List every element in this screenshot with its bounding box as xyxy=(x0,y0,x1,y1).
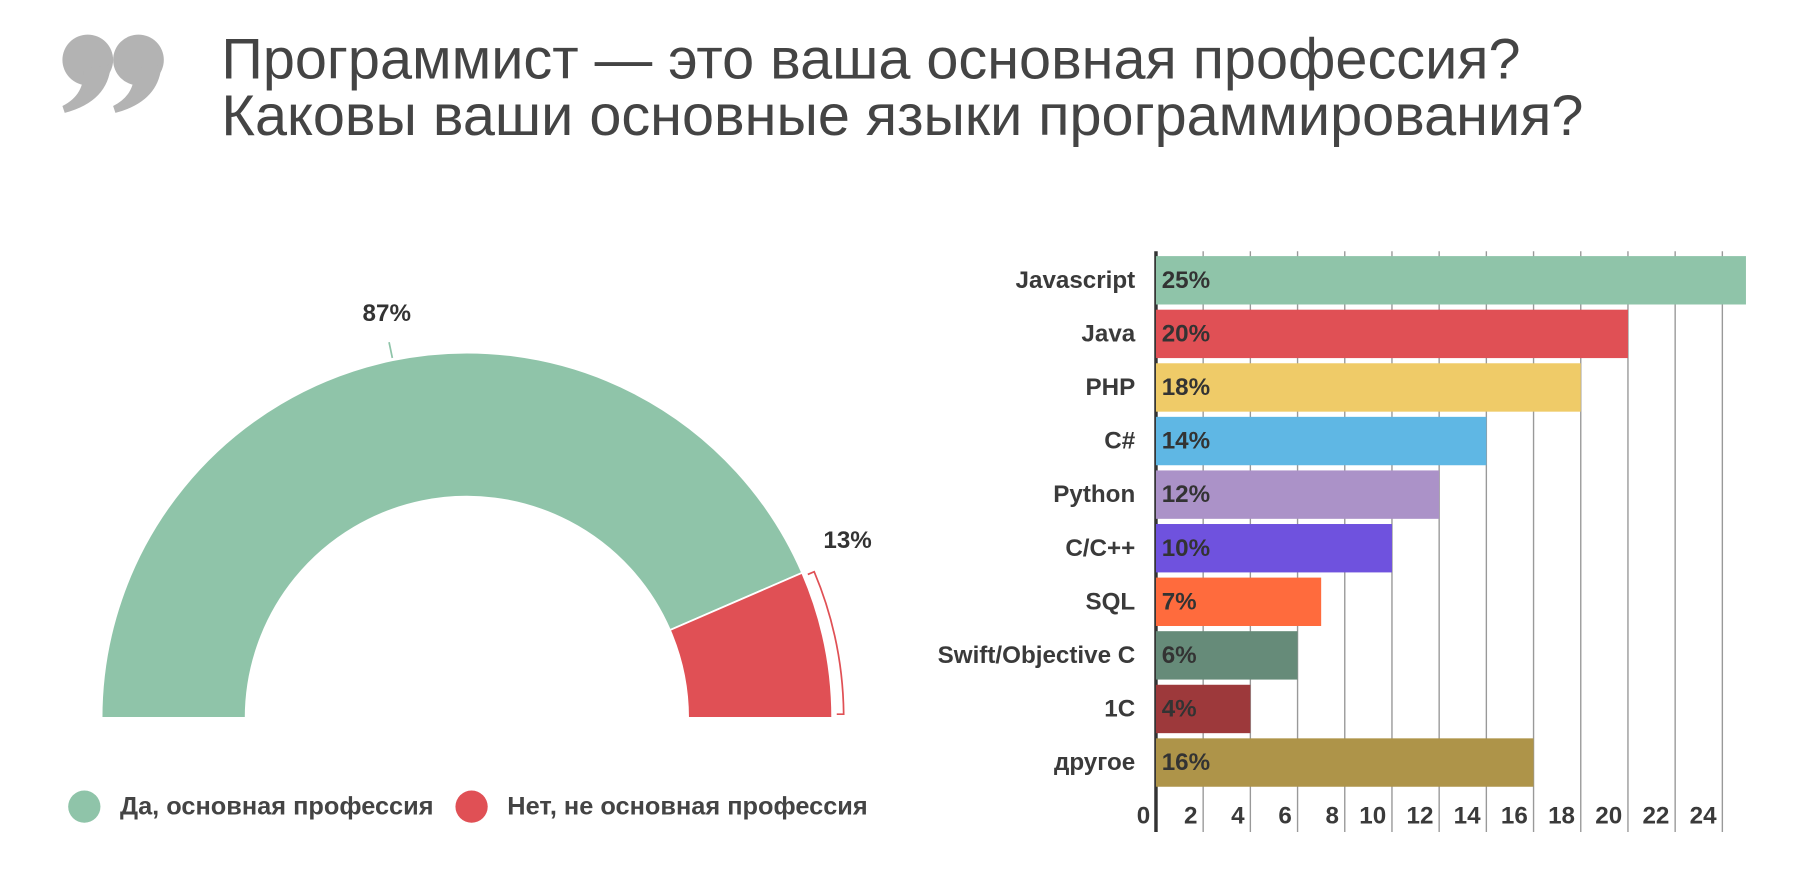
value-label: 6% xyxy=(1162,642,1197,669)
bar xyxy=(1155,416,1487,466)
legend-label: Да, основная профессия xyxy=(120,792,434,820)
legend-label: Нет, не основная профессия xyxy=(507,792,867,820)
bar xyxy=(1155,524,1392,573)
bar xyxy=(1155,470,1440,519)
bar xyxy=(1155,738,1534,787)
x-tick-label: 2 xyxy=(1184,802,1197,829)
category-label: Java xyxy=(1081,320,1135,347)
quote-icon xyxy=(62,34,164,113)
x-tick-label: 24 xyxy=(1690,802,1717,829)
category-label: Swift/Objective C xyxy=(938,642,1136,669)
leader-bracket xyxy=(807,570,845,716)
category-label: Javascript xyxy=(1016,267,1136,294)
x-tick-label: 0 xyxy=(1137,802,1150,829)
value-label: 16% xyxy=(1162,749,1210,776)
x-tick-label: 22 xyxy=(1642,802,1669,829)
x-tick-label: 16 xyxy=(1501,802,1528,829)
bar xyxy=(1155,684,1251,734)
bar xyxy=(1155,631,1298,680)
title-line: Программист — это ваша основная професси… xyxy=(221,28,1520,92)
value-label: 7% xyxy=(1162,588,1197,615)
value-label: 25% xyxy=(1162,267,1210,294)
x-tick-label: 4 xyxy=(1231,802,1245,829)
category-label: 1C xyxy=(1104,696,1135,723)
bar xyxy=(1155,577,1322,626)
x-tick-label: 6 xyxy=(1278,802,1291,829)
x-tick-label: 12 xyxy=(1406,802,1433,829)
pie-label: 87% xyxy=(363,300,411,327)
value-label: 14% xyxy=(1162,428,1210,455)
category-label: Python xyxy=(1053,481,1135,508)
legend-swatch xyxy=(455,790,488,823)
value-label: 20% xyxy=(1162,320,1210,347)
x-tick-label: 20 xyxy=(1595,802,1622,829)
x-tick-label: 10 xyxy=(1359,802,1386,829)
category-label: C# xyxy=(1104,428,1135,455)
bar xyxy=(1155,256,1746,305)
donut-segment xyxy=(100,351,804,719)
x-tick-label: 18 xyxy=(1548,802,1575,829)
pie-label: 13% xyxy=(823,527,871,554)
title-line: Каковы ваши основные языки программирова… xyxy=(221,84,1583,148)
category-label: C/C++ xyxy=(1065,535,1135,562)
bar xyxy=(1155,309,1628,359)
legend-swatch xyxy=(68,790,101,823)
category-label: PHP xyxy=(1085,374,1135,401)
x-tick-label: 8 xyxy=(1326,802,1339,829)
value-label: 4% xyxy=(1162,696,1197,723)
category-label: другое xyxy=(1054,749,1135,776)
donut-segment xyxy=(668,571,834,719)
value-label: 18% xyxy=(1162,374,1210,401)
value-label: 10% xyxy=(1162,535,1210,562)
leader-line xyxy=(388,341,394,359)
value-label: 12% xyxy=(1162,481,1210,508)
bar xyxy=(1155,363,1581,412)
x-tick-label: 14 xyxy=(1454,802,1481,829)
category-label: SQL xyxy=(1085,588,1135,615)
